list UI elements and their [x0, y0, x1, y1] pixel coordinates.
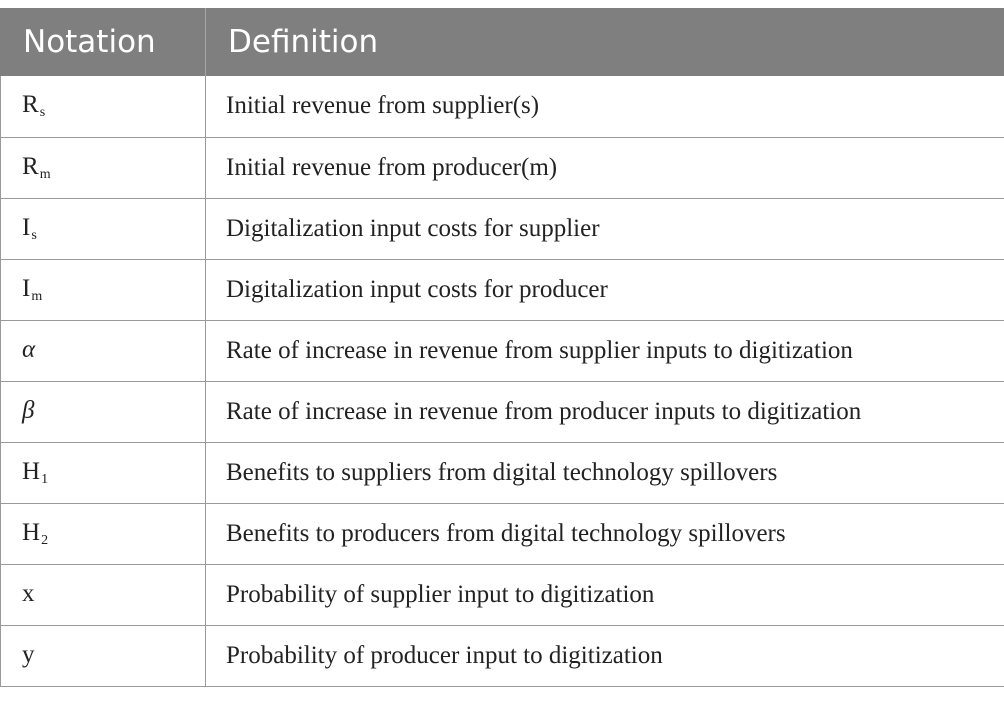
notation-symbol: H	[22, 457, 41, 485]
notation-symbol: I	[22, 213, 31, 241]
notation-subscript: m	[31, 288, 43, 304]
table-row: H1 Benefits to suppliers from digital te…	[0, 442, 1004, 504]
notation-cell: α	[0, 320, 206, 382]
notation-subscript: 1	[41, 471, 49, 487]
header-row: Notation Definition	[0, 8, 1004, 76]
notation-symbol: R	[22, 91, 39, 119]
notation-table-container: Notation Definition Rs Initial revenue f…	[0, 8, 1004, 687]
notation-cell: β	[0, 381, 206, 443]
notation-subscript: 2	[41, 532, 49, 548]
notation-cell: Rm	[0, 137, 206, 199]
definition-cell: Benefits to suppliers from digital techn…	[205, 442, 1004, 504]
notation-symbol: β	[22, 396, 35, 424]
notation-symbol: I	[22, 274, 31, 302]
notation-symbol: H	[22, 518, 41, 546]
notation-cell: x	[0, 564, 206, 626]
notation-symbol: x	[22, 579, 35, 607]
notation-symbol: α	[22, 335, 36, 363]
header-notation: Notation	[0, 8, 206, 76]
notation-subscript: s	[39, 105, 46, 121]
table-row: Rm Initial revenue from producer(m)	[0, 137, 1004, 199]
definition-cell: Digitalization input costs for producer	[205, 259, 1004, 321]
table-row: y Probability of producer input to digit…	[0, 625, 1004, 687]
table-row: Im Digitalization input costs for produc…	[0, 259, 1004, 321]
notation-subscript: s	[31, 227, 37, 243]
table-row: α Rate of increase in revenue from suppl…	[0, 320, 1004, 382]
notation-cell: Im	[0, 259, 206, 321]
notation-symbol: y	[22, 640, 35, 668]
definition-cell: Benefits to producers from digital techn…	[205, 503, 1004, 565]
notation-symbol: R	[22, 152, 39, 180]
table-row: Rs Initial revenue from supplier(s)	[0, 76, 1004, 138]
definition-cell: Digitalization input costs for supplier	[205, 198, 1004, 260]
notation-cell: H2	[0, 503, 206, 565]
notation-cell: Rs	[0, 76, 206, 138]
table-row: H2 Benefits to producers from digital te…	[0, 503, 1004, 565]
definition-cell: Probability of producer input to digitiz…	[205, 625, 1004, 687]
definition-cell: Probability of supplier input to digitiz…	[205, 564, 1004, 626]
notation-table: Notation Definition Rs Initial revenue f…	[0, 8, 1004, 687]
notation-subscript: m	[39, 166, 51, 182]
notation-cell: H1	[0, 442, 206, 504]
table-row: β Rate of increase in revenue from produ…	[0, 381, 1004, 443]
definition-cell: Initial revenue from producer(m)	[205, 137, 1004, 199]
header-definition: Definition	[205, 8, 1004, 76]
table-row: Is Digitalization input costs for suppli…	[0, 198, 1004, 260]
notation-cell: Is	[0, 198, 206, 260]
definition-cell: Rate of increase in revenue from produce…	[205, 381, 1004, 443]
definition-cell: Rate of increase in revenue from supplie…	[205, 320, 1004, 382]
definition-cell: Initial revenue from supplier(s)	[205, 76, 1004, 138]
notation-cell: y	[0, 625, 206, 687]
table-row: x Probability of supplier input to digit…	[0, 564, 1004, 626]
